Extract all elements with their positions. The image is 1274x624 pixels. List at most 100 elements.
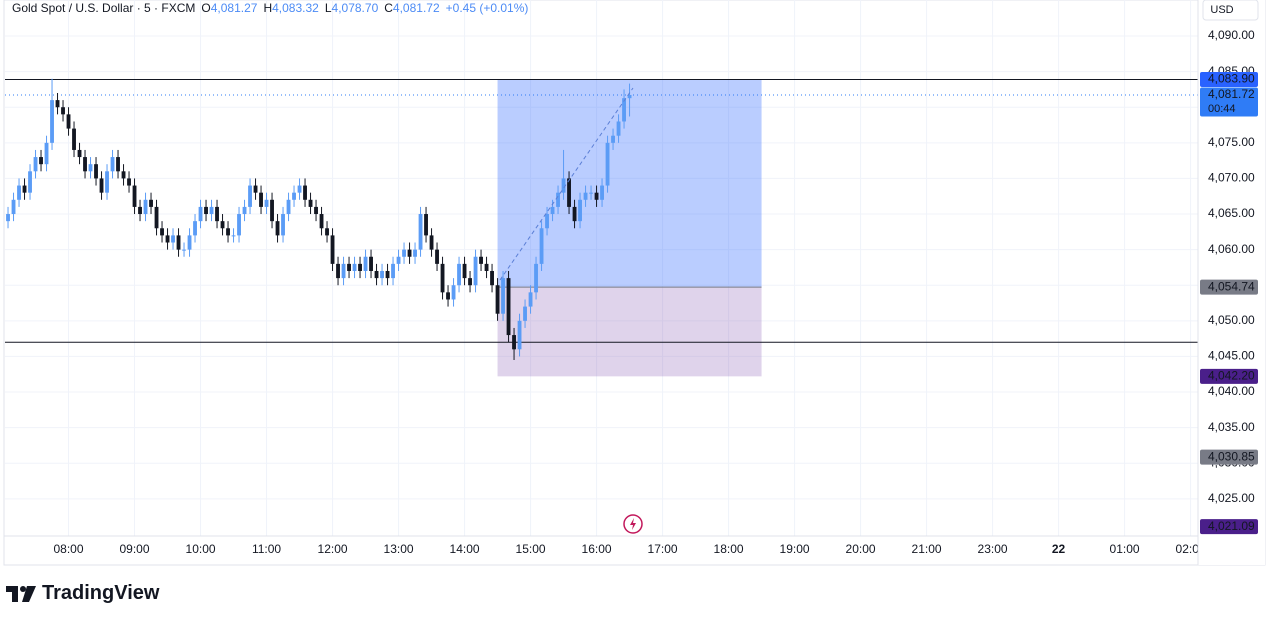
candle-body	[226, 228, 230, 236]
candle-body	[479, 256, 483, 264]
candle-body	[253, 185, 258, 193]
candle-body	[336, 263, 340, 279]
candle-body	[385, 270, 390, 279]
candle-body	[6, 214, 10, 222]
price-label-box	[1200, 449, 1258, 465]
price-label-box	[1200, 519, 1258, 535]
ohlc-value: 4,081.72	[392, 1, 440, 15]
candle-body	[396, 256, 401, 264]
candle-body	[22, 185, 27, 193]
x-tick-label: 17:00	[648, 542, 678, 556]
x-tick-label: 18:00	[714, 542, 744, 556]
candle-body	[50, 100, 54, 143]
candle-body	[457, 263, 461, 286]
candle-body	[264, 199, 269, 207]
candle-body	[105, 171, 109, 193]
y-tick-label: 4,070.00	[1208, 171, 1255, 185]
ohlc-key: L	[324, 1, 332, 15]
candle-body	[413, 249, 417, 257]
candle-body	[176, 235, 181, 250]
candle-body	[622, 98, 626, 122]
candle-body	[319, 214, 324, 229]
candle-body	[556, 192, 560, 207]
candle-body	[330, 235, 335, 264]
candle-body	[259, 192, 263, 207]
candle-body	[446, 292, 450, 300]
candle-body	[187, 235, 192, 250]
candle-body	[33, 157, 38, 172]
candle-body	[165, 235, 170, 243]
price-label: 4,083.90	[1208, 72, 1255, 86]
candle-body	[578, 199, 582, 222]
candle-body	[121, 171, 126, 179]
candle-body	[363, 256, 368, 271]
x-tick-label: 20:00	[846, 542, 876, 556]
candle-body	[193, 221, 197, 236]
candle-body	[352, 263, 357, 271]
candle-body	[358, 263, 362, 271]
price-label: 4,021.09	[1208, 519, 1255, 533]
candle-body	[149, 199, 153, 207]
y-tick-label: 4,035.00	[1208, 420, 1255, 434]
price-label: 4,030.85	[1208, 449, 1255, 463]
ohlc-key: O	[201, 1, 211, 15]
x-tick-label: 22	[1052, 542, 1066, 556]
trend-line	[499, 87, 634, 281]
candle-body	[198, 206, 203, 222]
x-tick-label: 23:00	[978, 542, 1008, 556]
ohlc-key: H	[263, 1, 273, 15]
candle-body	[99, 178, 104, 193]
price-label: 4,081.72	[1208, 87, 1255, 101]
candle-body	[297, 185, 302, 193]
candle-body	[512, 335, 516, 350]
candle-body	[55, 100, 60, 108]
candle-body	[627, 94, 632, 99]
candle-body	[242, 206, 247, 215]
candle-body	[490, 270, 494, 286]
candle-body	[517, 320, 522, 350]
candle-body	[160, 228, 164, 236]
candle-body	[204, 206, 208, 215]
candle-body	[77, 149, 82, 158]
candle-body	[374, 270, 379, 279]
price-label-box	[1200, 368, 1258, 384]
candle-body	[501, 278, 505, 314]
candle-body	[594, 192, 599, 200]
currency: USD	[1210, 4, 1233, 16]
candle-body	[528, 292, 533, 307]
candle-body	[11, 199, 16, 215]
candle-body	[611, 135, 615, 143]
x-tick-label: 16:00	[582, 542, 612, 556]
candle-body	[281, 214, 285, 236]
candle-body	[127, 178, 131, 186]
countdown: 00:44	[1208, 103, 1236, 115]
candle-body	[286, 199, 291, 215]
candle-body	[209, 206, 214, 215]
candle-body	[583, 192, 588, 200]
x-tick-label: 21:00	[912, 542, 942, 556]
candle-body	[418, 214, 423, 250]
candle-body	[132, 185, 137, 207]
candle-body	[94, 164, 98, 179]
candle-body	[83, 157, 87, 172]
symbol-header: Gold Spot / U.S. Dollar · 5 · FXCM O4,081…	[12, 1, 534, 15]
candle-body	[539, 228, 544, 264]
candle-body	[110, 157, 115, 172]
candle-body	[44, 142, 49, 165]
candle-body	[391, 263, 395, 279]
candle-body	[605, 142, 610, 186]
candle-body	[550, 206, 555, 215]
ohlc-value: 4,081.27	[210, 1, 258, 15]
price-label-box	[1200, 279, 1258, 295]
x-tick-label: 08:00	[54, 542, 84, 556]
candle-body	[237, 214, 241, 236]
candle-body	[171, 235, 175, 243]
ohlc-key: C	[384, 1, 393, 15]
candle-body	[325, 228, 329, 236]
candle-body	[28, 171, 32, 193]
candle-body	[66, 114, 71, 129]
candle-body	[561, 178, 566, 193]
candle-body	[39, 157, 43, 165]
candle-body	[484, 263, 489, 271]
candle-body	[523, 306, 527, 321]
